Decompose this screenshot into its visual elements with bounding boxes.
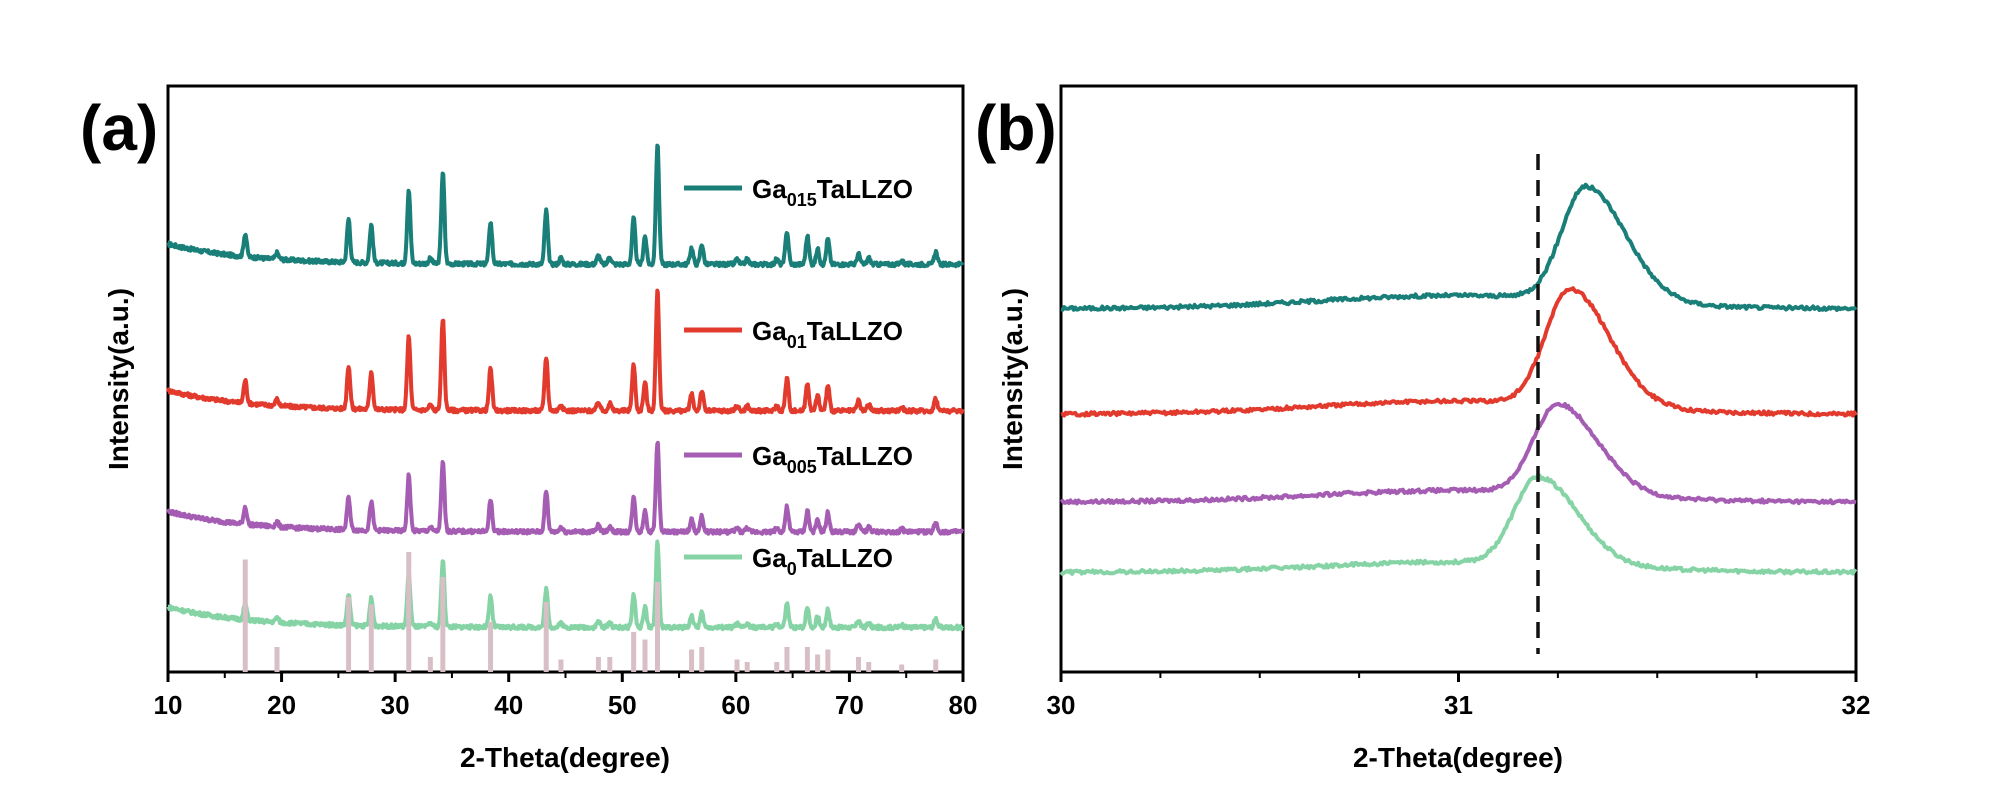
panel-a-y-axis-title: Intensity(a.u.)	[103, 288, 134, 470]
panel-b-x-tick-label: 30	[1047, 690, 1076, 720]
panel-a-x-tick-label: 50	[608, 690, 637, 720]
panel-b-x-axis: 30 31 32	[1047, 672, 1871, 720]
panel-a-series-line	[166, 143, 965, 269]
panel-b-y-axis-title: Intensity(a.u.)	[997, 288, 1028, 470]
panel-a-x-tick-label: 60	[721, 690, 750, 720]
panel-b-traces	[1059, 182, 1858, 576]
panel-b-frame	[1059, 84, 1858, 674]
legend-label: Ga015TaLLZO	[752, 174, 913, 210]
panel-b-x-axis-title: 2-Theta(degree)	[1353, 742, 1563, 773]
panel-a-series-line	[166, 440, 965, 536]
panel-b-series-line	[1060, 182, 1858, 312]
legend-label: Ga01TaLLZO	[752, 316, 903, 352]
panel-a: (a) 10 20 30 40 50 60 70 80 Ga015TaLLZO Ga01TaLL…	[80, 84, 978, 773]
panel-a-series-line	[166, 288, 965, 415]
panel-a-x-tick-label: 40	[494, 690, 523, 720]
panel-b-series-line	[1059, 473, 1858, 576]
panel-a-x-tick-label: 10	[154, 690, 183, 720]
panel-b-series-line	[1060, 286, 1858, 418]
panel-a-legend: Ga015TaLLZO Ga01TaLLZO Ga005TaLLZO Ga0TaLLZ…	[684, 174, 913, 579]
panel-a-reference-pattern	[242, 552, 939, 672]
panel-a-x-tick-label: 30	[381, 690, 410, 720]
panel-a-traces	[166, 143, 965, 632]
panel-a-x-tick-label: 80	[949, 690, 978, 720]
panel-a-x-axis: 10 20 30 40 50 60 70 80	[154, 672, 978, 720]
panel-b-series-line	[1059, 401, 1857, 506]
panel-b: (b) 30 31 32 2-Theta(degree) Intensity(a.u…	[975, 84, 1871, 773]
panel-a-x-tick-label: 70	[835, 690, 864, 720]
legend-label: Ga005TaLLZO	[752, 441, 913, 477]
panel-a-series-line	[166, 539, 965, 632]
panel-b-x-tick-label: 32	[1842, 690, 1871, 720]
panel-a-x-axis-title: 2-Theta(degree)	[460, 742, 670, 773]
panel-b-label: (b)	[975, 92, 1057, 164]
legend-label: Ga0TaLLZO	[752, 543, 893, 579]
panel-b-x-tick-label: 31	[1444, 690, 1473, 720]
panel-a-label: (a)	[80, 92, 158, 164]
panel-a-x-tick-label: 20	[267, 690, 296, 720]
